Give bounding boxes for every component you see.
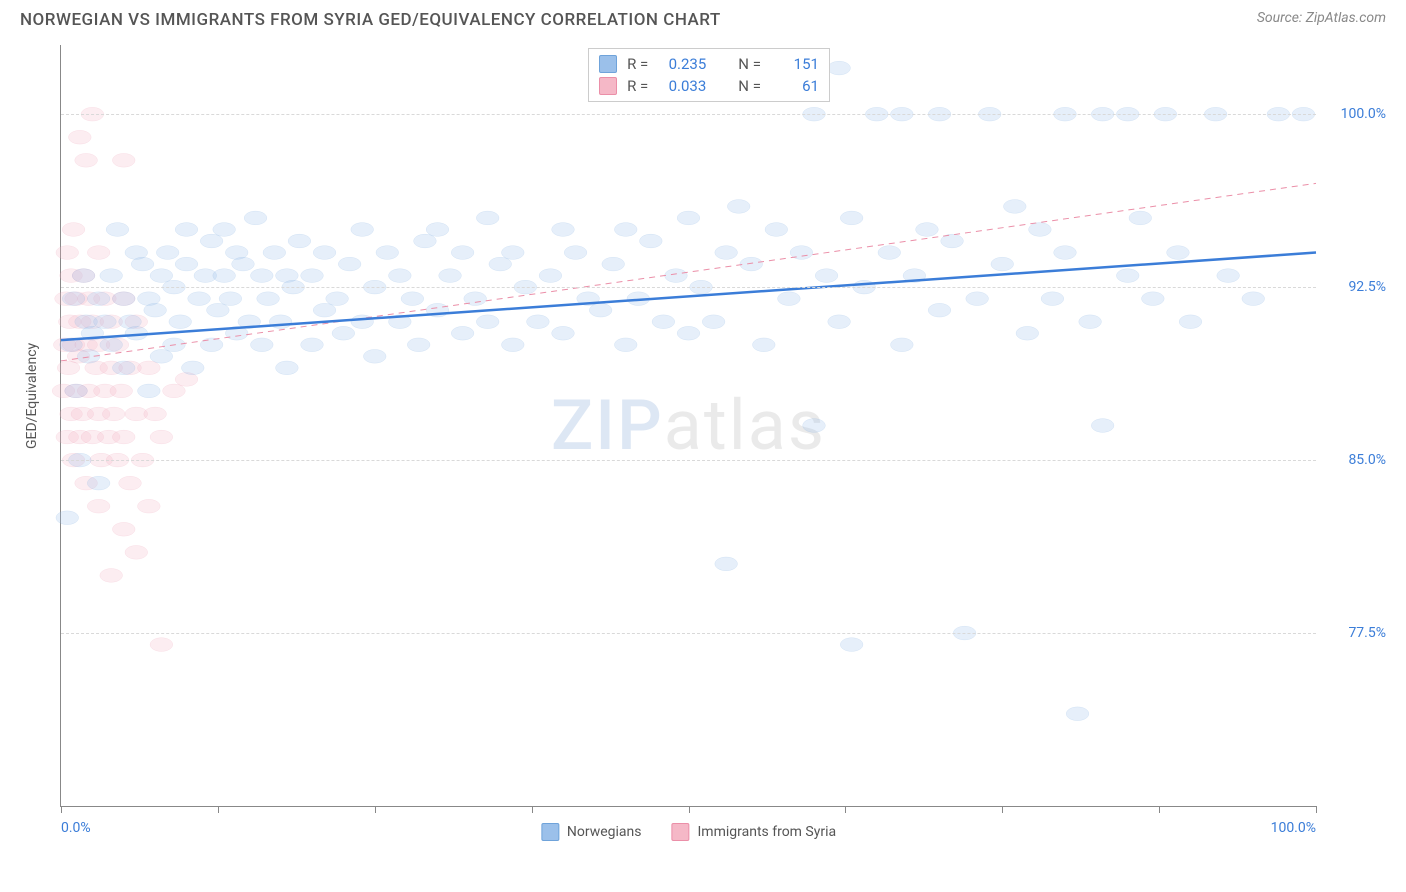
n-label: N = [738,55,761,73]
x-tick [218,806,219,813]
legend-item-syria: Immigrants from Syria [671,823,836,841]
chart-container: GED/Equivalency ZIPatlas R = 0.235 N = 1… [20,45,1386,852]
y-tick-label: 77.5% [1326,625,1386,641]
chart-title: NORWEGIAN VS IMMIGRANTS FROM SYRIA GED/E… [20,10,721,30]
n-label: N = [738,77,761,95]
stats-legend-box: R = 0.235 N = 151 R = 0.033 N = 61 [588,48,830,102]
legend-item-norwegians: Norwegians [541,823,642,841]
gridline [61,460,1316,461]
chart-source: Source: ZipAtlas.com [1257,10,1386,26]
swatch-norwegians [599,55,617,73]
x-tick [1316,806,1317,813]
x-tick [1159,806,1160,813]
plot-svg [61,45,1316,806]
x-tick [375,806,376,813]
swatch-syria [599,77,617,95]
stats-row-syria: R = 0.033 N = 61 [599,75,819,97]
x-axis-min-label: 0.0% [61,820,91,836]
y-tick-label: 92.5% [1326,279,1386,295]
x-tick [689,806,690,813]
r-value-syria: 0.033 [658,77,706,95]
plot-area: ZIPatlas R = 0.235 N = 151 R = 0.033 N =… [60,45,1316,807]
legend-swatch-syria [671,823,689,841]
r-label: R = [627,55,648,73]
stats-row-norwegians: R = 0.235 N = 151 [599,53,819,75]
y-tick-label: 85.0% [1326,452,1386,468]
gridline [61,287,1316,288]
x-tick [845,806,846,813]
x-tick [532,806,533,813]
legend-label-norwegians: Norwegians [567,824,642,840]
x-tick [61,806,62,813]
n-value-norwegians: 151 [771,55,819,73]
legend-label-syria: Immigrants from Syria [697,824,836,840]
x-axis-max-label: 100.0% [1271,820,1316,836]
gridline [61,633,1316,634]
n-value-syria: 61 [771,77,819,95]
y-tick-label: 100.0% [1326,106,1386,122]
r-label: R = [627,77,648,95]
gridline [61,114,1316,115]
legend-swatch-norwegians [541,823,559,841]
x-tick [1002,806,1003,813]
r-value-norwegians: 0.235 [658,55,706,73]
y-axis-label: GED/Equivalency [24,342,40,448]
legend-bottom: Norwegians Immigrants from Syria [541,823,836,841]
